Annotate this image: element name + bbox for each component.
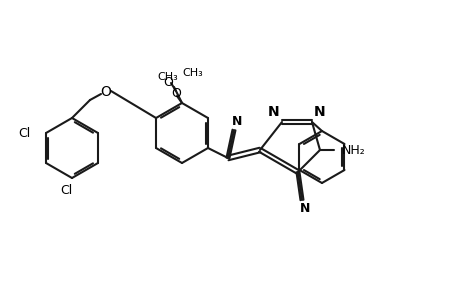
Text: N: N: [268, 105, 279, 119]
Text: N: N: [231, 115, 241, 128]
Text: Cl: Cl: [60, 184, 72, 196]
Text: N: N: [299, 202, 309, 215]
Text: CH₃: CH₃: [157, 72, 178, 82]
Text: N: N: [313, 105, 325, 119]
Text: Cl: Cl: [18, 127, 30, 140]
Text: CH₃: CH₃: [182, 68, 202, 78]
Text: O: O: [171, 86, 180, 100]
Text: O: O: [101, 85, 111, 99]
Text: NH₂: NH₂: [341, 143, 365, 157]
Text: O: O: [162, 76, 173, 88]
